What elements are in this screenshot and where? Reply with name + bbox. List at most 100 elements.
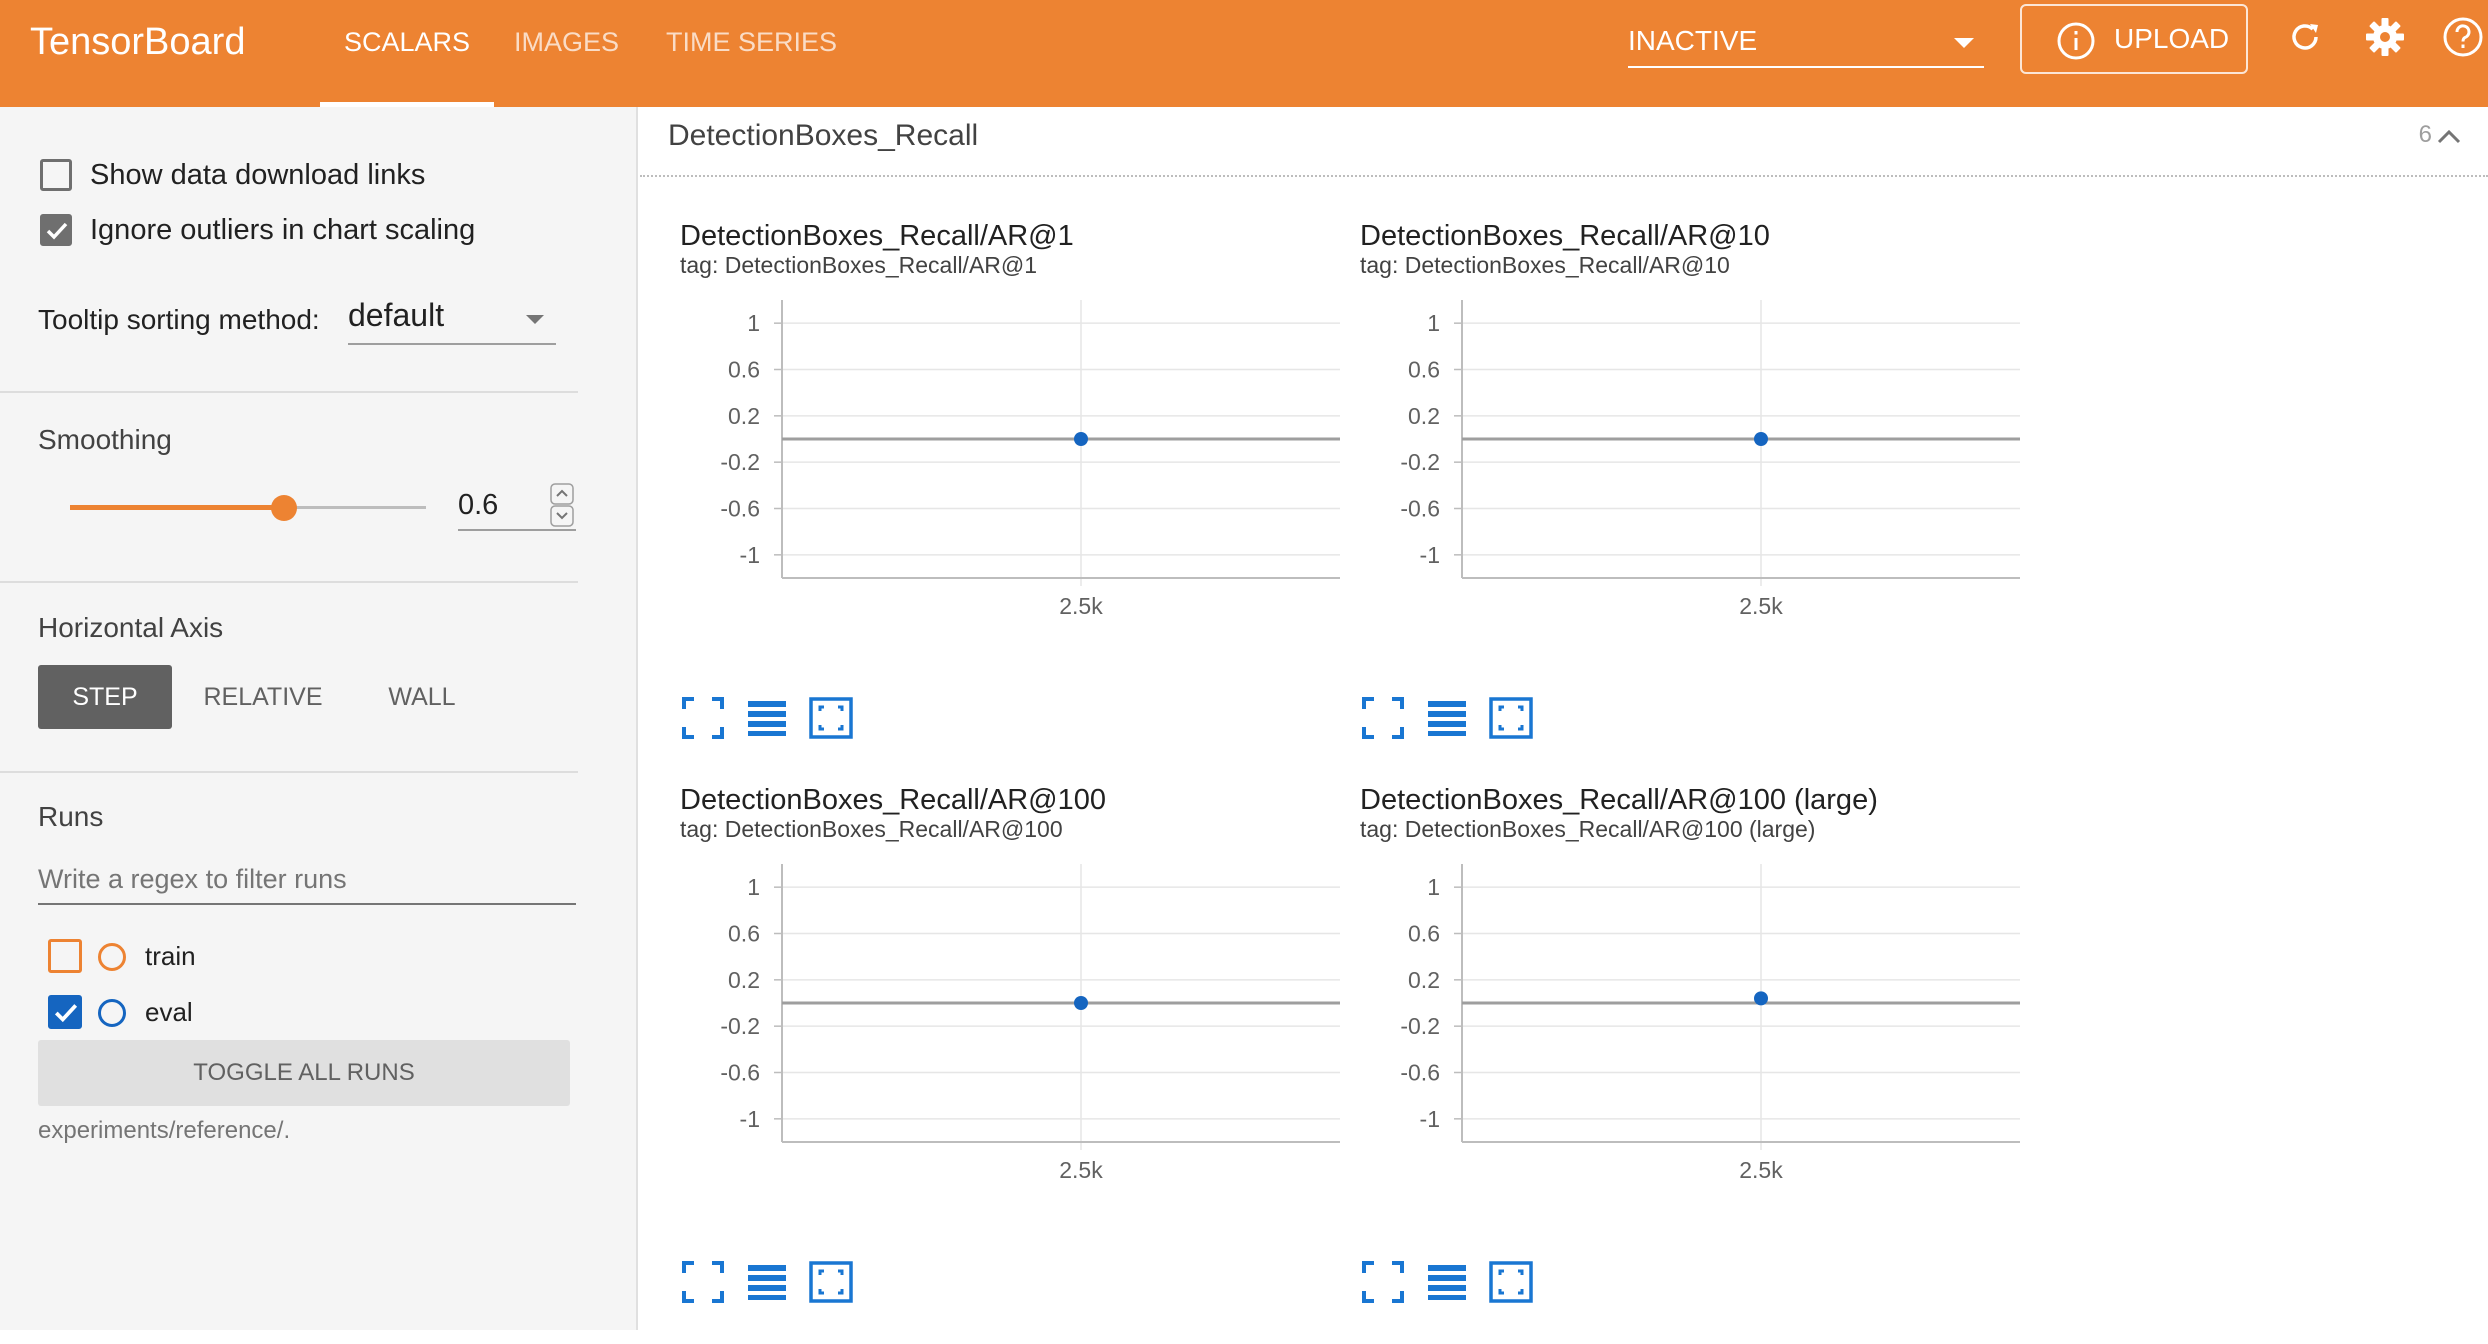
ignore-outliers-label: Ignore outliers in chart scaling — [90, 214, 476, 246]
axis-relative-button[interactable]: RELATIVE — [203, 683, 323, 711]
brand-title: TensorBoard — [30, 21, 246, 63]
tag-group-count: 6 — [2418, 121, 2432, 148]
tab-scalars[interactable]: SCALARS — [319, 0, 495, 107]
axis-step-button[interactable]: STEP — [38, 665, 172, 729]
y-tick-label: -0.6 — [1400, 496, 1440, 522]
y-tick-label: -0.6 — [720, 1060, 760, 1086]
stepper-icon[interactable] — [550, 483, 574, 527]
sidebar: Show data download links Ignore outliers… — [0, 107, 638, 1330]
y-tick-label: 0.6 — [728, 921, 760, 947]
chart-plot[interactable]: 1 0.6 0.2 -0.2 -0.6 -1 2.5k — [680, 854, 1340, 1184]
smoothing-input[interactable]: 0.6 — [458, 481, 576, 531]
expand-icon[interactable] — [1360, 695, 1406, 741]
fit-domain-icon[interactable] — [808, 695, 854, 741]
tooltip-sorting-select[interactable]: default — [348, 293, 556, 345]
scalar-chart-card: DetectionBoxes_Recall/AR@100 tag: Detecti… — [680, 784, 1340, 1344]
upload-button[interactable]: UPLOAD — [2020, 4, 2248, 74]
x-tick-label: 2.5k — [1739, 593, 1783, 619]
settings-icon[interactable] — [2364, 16, 2406, 58]
expand-icon[interactable] — [680, 695, 726, 741]
scalar-chart-card: DetectionBoxes_Recall/AR@100 (large) tag:… — [1360, 784, 2020, 1344]
expand-icon[interactable] — [680, 1259, 726, 1305]
fit-domain-icon[interactable] — [808, 1259, 854, 1305]
y-tick-label: 0.2 — [728, 403, 760, 429]
info-icon — [2057, 22, 2095, 60]
y-tick-label: -0.6 — [1400, 1060, 1440, 1086]
y-tick-label: -0.2 — [720, 449, 760, 475]
run-train-checkbox[interactable] — [48, 939, 82, 973]
data-table-icon[interactable] — [744, 1259, 790, 1305]
ignore-outliers-checkbox[interactable] — [40, 214, 72, 246]
x-tick-label: 2.5k — [1059, 593, 1103, 619]
y-tick-label: 1 — [1427, 874, 1440, 900]
y-tick-label: 0.6 — [1408, 357, 1440, 383]
data-point[interactable] — [1754, 432, 1768, 446]
runs-title: Runs — [38, 801, 104, 832]
smoothing-slider-fill — [70, 505, 284, 510]
fit-domain-icon[interactable] — [1488, 1259, 1534, 1305]
check-icon — [46, 222, 68, 240]
plugin-select[interactable]: INACTIVE — [1628, 18, 1984, 68]
runs-filter-input[interactable] — [38, 855, 576, 905]
y-tick-label: -0.2 — [720, 1013, 760, 1039]
y-tick-label: -1 — [1420, 1106, 1440, 1132]
help-icon[interactable] — [2442, 16, 2484, 58]
data-point[interactable] — [1074, 432, 1088, 446]
x-tick-label: 2.5k — [1739, 1157, 1783, 1183]
chevron-down-icon — [1954, 38, 1974, 48]
logdir-path: experiments/reference/. — [38, 1117, 291, 1144]
chart-tag: tag: DetectionBoxes_Recall/AR@1 — [680, 252, 1038, 278]
run-eval-color-dot[interactable] — [98, 999, 126, 1027]
divider — [0, 391, 578, 393]
data-table-icon[interactable] — [1424, 1259, 1470, 1305]
chevron-down-icon — [526, 315, 544, 324]
y-tick-label: 0.2 — [1408, 967, 1440, 993]
chart-tag: tag: DetectionBoxes_Recall/AR@100 — [680, 816, 1063, 842]
run-eval-checkbox[interactable] — [48, 995, 82, 1029]
y-tick-label: 0.2 — [1408, 403, 1440, 429]
y-tick-label: -1 — [740, 542, 760, 568]
divider — [0, 771, 578, 773]
tag-group-header[interactable]: DetectionBoxes_Recall 6 — [640, 107, 2488, 177]
chart-plot[interactable]: 1 0.6 0.2 -0.2 -0.6 -1 2.5k — [1360, 290, 2020, 620]
data-point[interactable] — [1754, 991, 1768, 1006]
horizontal-axis-title: Horizontal Axis — [38, 612, 224, 643]
run-eval-label: eval — [145, 997, 193, 1027]
chart-title: DetectionBoxes_Recall/AR@100 (large) — [1360, 784, 1878, 816]
chart-title: DetectionBoxes_Recall/AR@100 — [680, 784, 1106, 816]
show-download-links-checkbox[interactable] — [40, 159, 72, 191]
y-tick-label: -0.2 — [1400, 449, 1440, 475]
scalar-chart-card: DetectionBoxes_Recall/AR@1 tag: Detection… — [680, 220, 1340, 780]
chart-title: DetectionBoxes_Recall/AR@10 — [1360, 220, 1770, 252]
refresh-icon[interactable] — [2284, 16, 2326, 58]
y-tick-label: 0.6 — [728, 357, 760, 383]
chart-plot[interactable]: 1 0.6 0.2 -0.2 -0.6 -1 2.5k — [680, 290, 1340, 620]
smoothing-title: Smoothing — [38, 424, 172, 455]
chart-title: DetectionBoxes_Recall/AR@1 — [680, 220, 1074, 252]
plugin-select-value: INACTIVE — [1628, 25, 1758, 56]
run-train-label: train — [145, 941, 196, 971]
check-icon — [54, 1004, 78, 1023]
y-tick-label: -0.2 — [1400, 1013, 1440, 1039]
y-tick-label: 1 — [1427, 310, 1440, 336]
scalar-chart-card: DetectionBoxes_Recall/AR@10 tag: Detectio… — [1360, 220, 2020, 780]
tab-time-series[interactable]: TIME SERIES — [666, 27, 838, 57]
fit-domain-icon[interactable] — [1488, 695, 1534, 741]
tooltip-sorting-label: Tooltip sorting method: — [38, 304, 320, 335]
axis-wall-button[interactable]: WALL — [388, 683, 456, 711]
expand-icon[interactable] — [1360, 1259, 1406, 1305]
tab-images[interactable]: IMAGES — [514, 27, 620, 57]
y-tick-label: -1 — [740, 1106, 760, 1132]
chart-tag: tag: DetectionBoxes_Recall/AR@10 — [1360, 252, 1730, 278]
chart-plot[interactable]: 1 0.6 0.2 -0.2 -0.6 -1 2.5k — [1360, 854, 2020, 1184]
smoothing-slider-thumb[interactable] — [270, 495, 297, 521]
toggle-all-runs-button[interactable]: TOGGLE ALL RUNS — [38, 1040, 570, 1106]
chevron-up-icon[interactable] — [2436, 127, 2462, 147]
tag-group-title: DetectionBoxes_Recall — [668, 119, 979, 152]
data-table-icon[interactable] — [744, 695, 790, 741]
y-tick-label: -1 — [1420, 542, 1440, 568]
show-download-links-label: Show data download links — [90, 159, 426, 191]
run-train-color-dot[interactable] — [98, 943, 126, 971]
data-table-icon[interactable] — [1424, 695, 1470, 741]
data-point[interactable] — [1074, 996, 1088, 1010]
